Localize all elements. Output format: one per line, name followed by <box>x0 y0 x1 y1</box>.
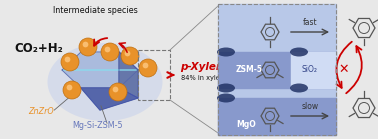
Ellipse shape <box>217 84 235 92</box>
Circle shape <box>79 38 97 56</box>
Text: MgO: MgO <box>236 120 256 129</box>
Circle shape <box>63 81 81 99</box>
Circle shape <box>67 85 72 90</box>
Circle shape <box>125 51 130 56</box>
Ellipse shape <box>217 48 235 56</box>
Polygon shape <box>62 52 138 88</box>
Circle shape <box>143 63 149 68</box>
Circle shape <box>83 42 88 47</box>
Text: ZnZrO: ZnZrO <box>28 107 54 116</box>
Text: slow: slow <box>301 102 319 111</box>
Bar <box>218 4 336 135</box>
Ellipse shape <box>217 94 235 102</box>
Text: Intermediate species: Intermediate species <box>53 6 137 15</box>
Ellipse shape <box>290 84 308 92</box>
Polygon shape <box>218 52 336 88</box>
Circle shape <box>139 59 157 77</box>
Text: p-Xylene: p-Xylene <box>180 62 230 72</box>
Circle shape <box>113 87 118 92</box>
Polygon shape <box>291 52 336 88</box>
Text: Mg-Si-ZSM-5: Mg-Si-ZSM-5 <box>72 121 122 130</box>
Bar <box>138 50 170 100</box>
Polygon shape <box>119 52 138 98</box>
Circle shape <box>105 47 110 52</box>
Circle shape <box>101 43 119 61</box>
Ellipse shape <box>290 48 308 56</box>
Text: CO₂+H₂: CO₂+H₂ <box>14 42 63 55</box>
Text: 84% in xylene: 84% in xylene <box>181 75 228 81</box>
Circle shape <box>109 83 127 101</box>
Polygon shape <box>218 98 336 135</box>
Circle shape <box>61 53 79 71</box>
Polygon shape <box>218 4 336 135</box>
Text: ✕: ✕ <box>339 63 349 76</box>
Polygon shape <box>81 88 138 110</box>
Text: ZSM-5: ZSM-5 <box>236 65 263 74</box>
Circle shape <box>65 57 70 62</box>
Text: SiO₂: SiO₂ <box>301 65 317 74</box>
Circle shape <box>121 47 139 65</box>
Text: fast: fast <box>303 18 317 27</box>
Ellipse shape <box>48 43 163 121</box>
